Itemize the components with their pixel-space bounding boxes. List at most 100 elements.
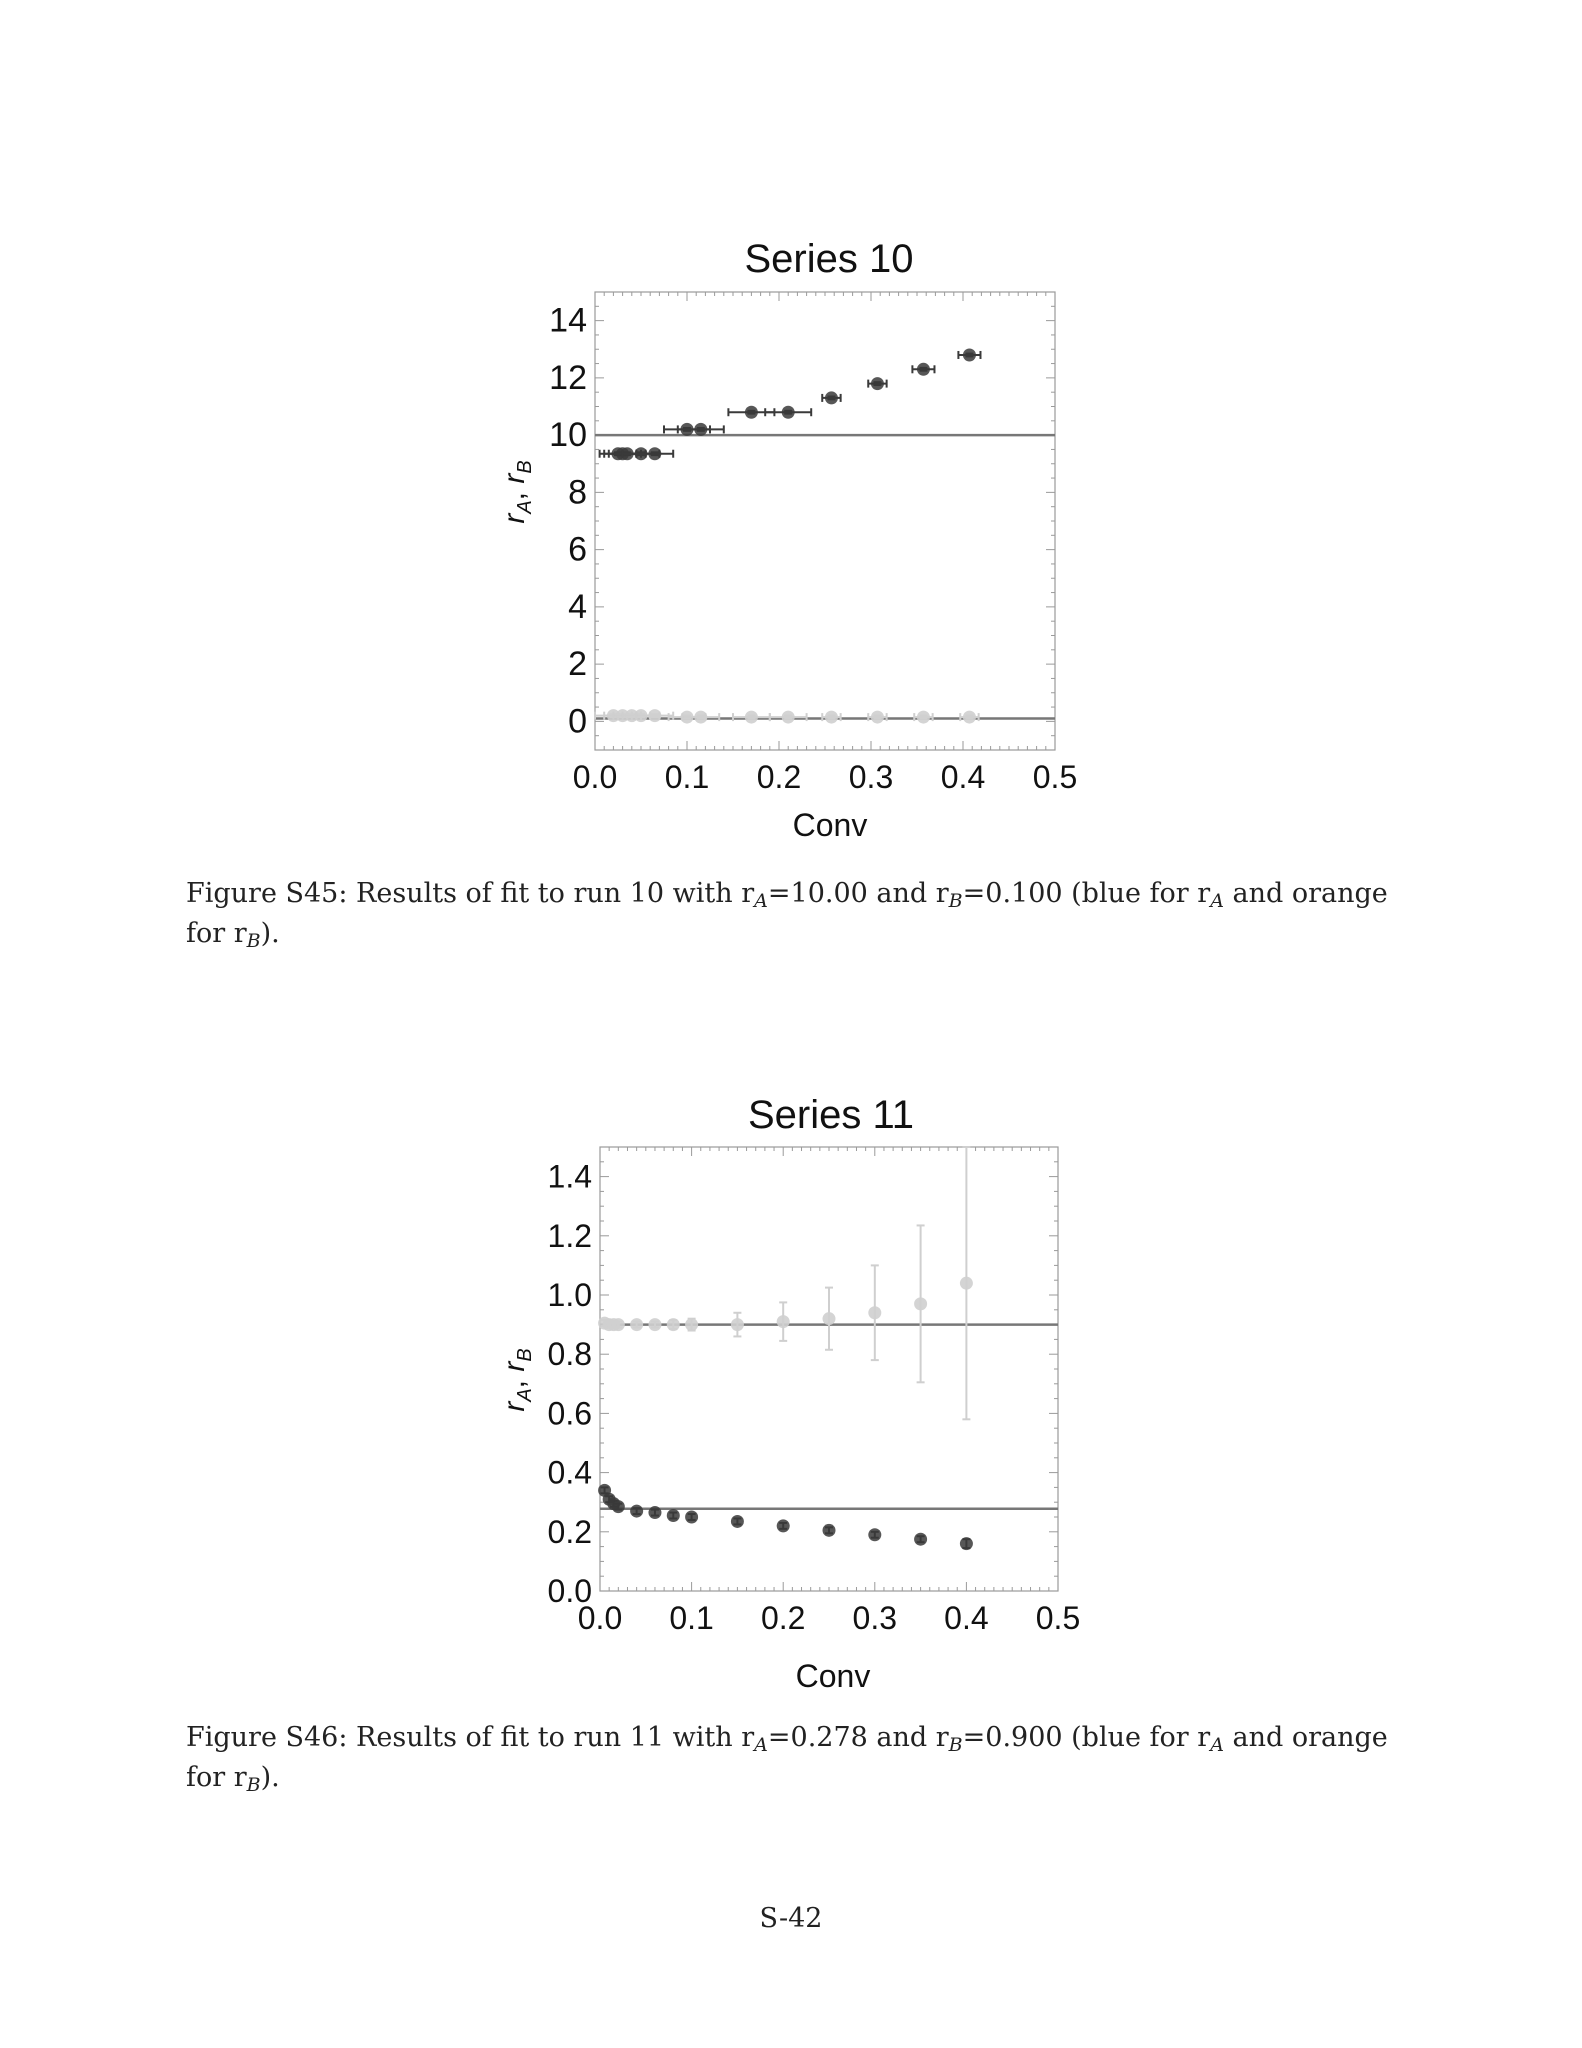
x-tick-label: 0.0 [578,1600,622,1636]
x-tick-label: 0.3 [849,759,893,795]
data-marker [824,391,838,405]
data-point-ra [821,391,842,405]
data-marker [776,1519,790,1533]
data-marker [666,1509,680,1523]
data-point-rb [822,1286,836,1351]
data-marker [962,710,976,724]
x-tick-label: 0.2 [761,1600,805,1636]
x-tick-label: 0.1 [669,1600,713,1636]
data-point-rb [776,1301,790,1342]
x-tick-label: 0.3 [853,1600,897,1636]
y-tick-label: 0.8 [548,1336,592,1372]
data-marker [744,710,758,724]
data-marker [870,710,884,724]
data-marker [822,1523,836,1537]
data-point-rb [821,710,842,724]
data-marker [870,377,884,391]
chart-series-11: Series 11 rA, rB Conv 0.0 0.1 0.2 0.3 0.4 0.5… [498,1095,1080,1694]
figure-caption-s46: Figure S46: Results of fit to run 11 wit… [186,1722,1388,1796]
data-marker [916,710,930,724]
data-point-rb [867,710,888,724]
data-point-rb [730,1311,744,1338]
data-point-ra [764,405,813,419]
data-marker [611,1318,625,1332]
figure-caption-s45: Figure S45: Results of fit to run 10 wit… [186,878,1388,952]
data-point-ra [676,422,725,436]
y-tick-label: 8 [568,473,587,511]
svg-text:rA, rB: rA, rB [498,460,536,523]
data-marker [648,1318,662,1332]
data-marker [730,1318,744,1332]
data-point-rb [648,1318,662,1332]
data-marker [914,1532,928,1546]
data-marker [630,1318,644,1332]
data-point-ra [611,1500,625,1514]
svg-text:rA, rB: rA, rB [498,1348,536,1411]
plot-area: 0.0 0.1 0.2 0.3 0.4 0.5 0.0 0.2 0.4 0.6 0.8 1.0 1.2 1… [548,1146,1080,1636]
y-axis-label: rA, rB [498,460,536,523]
data-point-ra [911,362,936,376]
data-point-rb [681,710,721,724]
page-number: S-42 [759,1903,823,1934]
data-marker [730,1514,744,1528]
y-tick-label: 6 [568,531,587,569]
data-point-rb [768,710,808,724]
data-point-rb [868,1264,882,1362]
data-marker [694,710,708,724]
data-point-rb [732,710,771,724]
data-marker [648,1506,662,1520]
data-point-rb [959,710,980,724]
chart-title: Series 11 [748,1095,914,1137]
data-marker [648,709,662,723]
x-tick-label: 0.5 [1036,1600,1080,1636]
y-tick-label: 1.2 [548,1218,592,1254]
data-marker [630,1504,644,1518]
data-point-ra [635,447,675,461]
data-point-ra [666,1509,680,1523]
data-point-rb [685,1317,699,1332]
data-marker [959,1276,973,1290]
y-tick-label: 1.4 [548,1159,592,1195]
x-axis-label: Conv [796,1658,871,1694]
data-marker [824,710,838,724]
chart-title: Series 10 [745,240,914,281]
data-marker [916,362,930,376]
data-point-ra [648,1506,662,1520]
y-tick-label: 0.4 [548,1455,592,1491]
y-tick-label: 4 [568,588,587,626]
data-marker [962,348,976,362]
data-marker [685,1318,699,1332]
data-marker [776,1315,790,1329]
data-point-ra [868,1528,882,1542]
y-axis-label: rA, rB [498,1348,536,1411]
plot-frame [594,291,1056,751]
data-point-rb [611,1318,625,1332]
data-marker [781,710,795,724]
data-marker [694,422,708,436]
y-tick-label: 0.0 [548,1573,592,1609]
x-tick-label: 0.4 [941,759,985,795]
y-tick-label: 0 [568,702,587,740]
x-axis-label: Conv [793,807,868,843]
y-tick-label: 14 [549,302,587,340]
data-marker [914,1297,928,1311]
y-tick-label: 10 [549,416,587,454]
data-point-rb [635,709,675,723]
data-marker [744,405,758,419]
data-marker [781,405,795,419]
data-marker [666,1318,680,1332]
data-point-rb [914,1224,928,1384]
x-tick-label: 0.1 [665,759,709,795]
data-point-ra [730,1514,744,1528]
data-marker [959,1537,973,1551]
y-tick-label: 0.6 [548,1395,592,1431]
data-point-rb [630,1318,644,1332]
data-point-ra [822,1523,836,1537]
data-marker [611,1500,625,1514]
data-point-rb [959,1146,973,1421]
data-point-rb [666,1318,680,1332]
plot-area: 0.0 0.1 0.2 0.3 0.4 0.5 0 2 4 6 8 10 12 14 [549,291,1077,795]
data-point-ra [914,1532,928,1546]
data-point-ra [630,1504,644,1518]
data-marker [648,447,662,461]
